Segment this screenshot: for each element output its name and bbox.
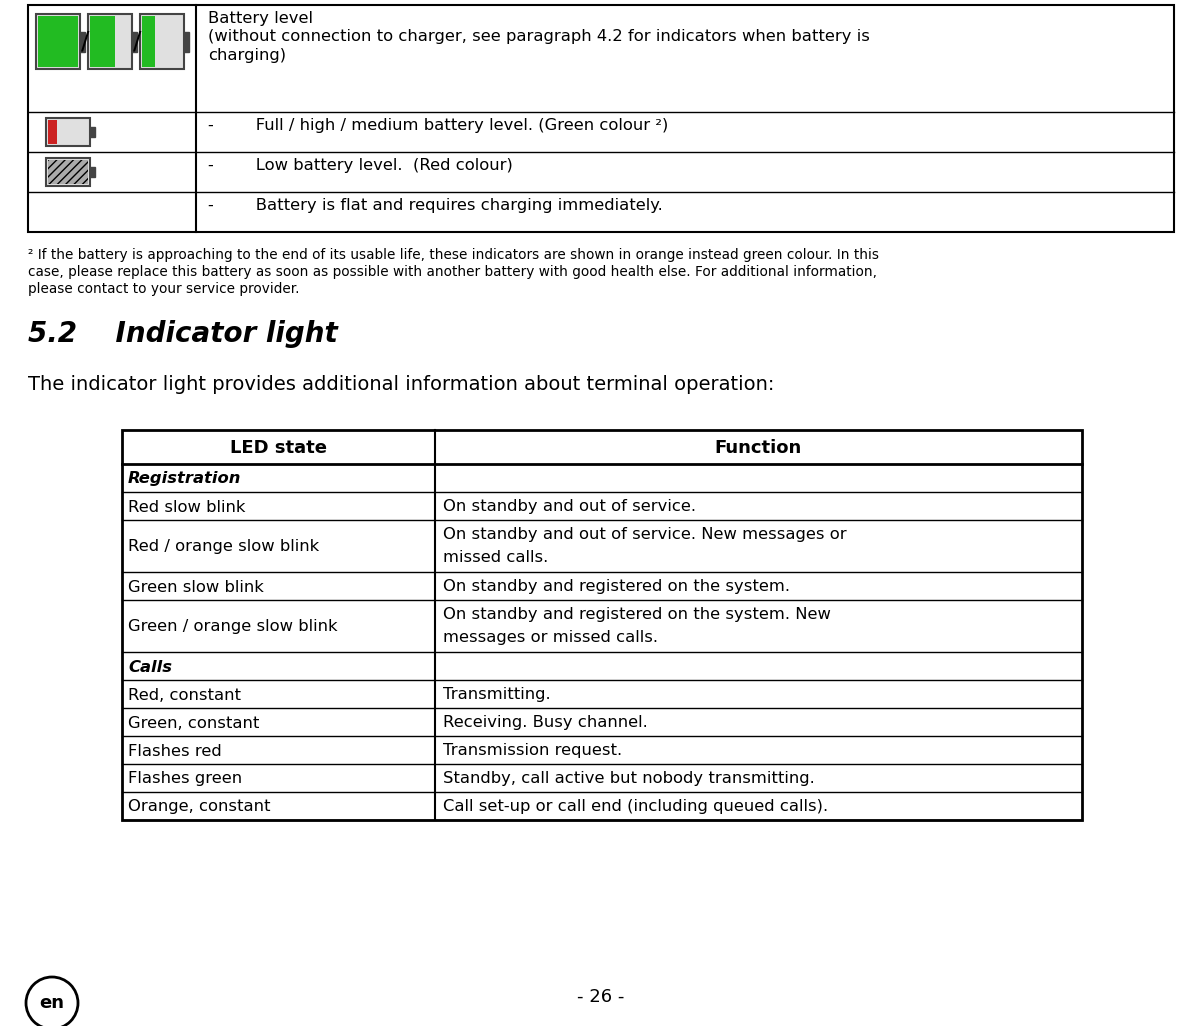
Text: Flashes green: Flashes green — [127, 772, 242, 787]
Text: case, please replace this battery as soon as possible with another battery with : case, please replace this battery as soo… — [28, 265, 877, 279]
Text: On standby and registered on the system.: On standby and registered on the system. — [444, 580, 790, 594]
Text: Function: Function — [715, 439, 802, 457]
Text: The indicator light provides additional information about terminal operation:: The indicator light provides additional … — [28, 374, 774, 394]
Bar — [90, 16, 115, 67]
Bar — [184, 32, 189, 51]
Text: messages or missed calls.: messages or missed calls. — [444, 630, 657, 644]
Text: /: / — [132, 30, 141, 53]
Bar — [88, 14, 132, 69]
Text: Transmission request.: Transmission request. — [444, 744, 623, 758]
Text: Green, constant: Green, constant — [127, 715, 260, 731]
Text: Battery level: Battery level — [208, 11, 313, 26]
Text: Red, constant: Red, constant — [127, 687, 240, 703]
Text: Receiving. Busy channel.: Receiving. Busy channel. — [444, 715, 648, 731]
Bar — [90, 167, 95, 177]
Text: -        Low battery level.  (Red colour): - Low battery level. (Red colour) — [208, 158, 513, 173]
Bar — [142, 16, 155, 67]
Text: Orange, constant: Orange, constant — [127, 799, 270, 815]
Text: - 26 -: - 26 - — [577, 988, 625, 1007]
Text: (without connection to charger, see paragraph 4.2 for indicators when battery is: (without connection to charger, see para… — [208, 29, 870, 44]
Text: /: / — [81, 30, 89, 53]
Text: -        Full / high / medium battery level. (Green colour ²): - Full / high / medium battery level. (G… — [208, 118, 668, 133]
Text: Green / orange slow blink: Green / orange slow blink — [127, 620, 338, 634]
Text: Green slow blink: Green slow blink — [127, 580, 264, 594]
Bar — [46, 118, 90, 146]
Bar — [48, 120, 56, 144]
Text: please contact to your service provider.: please contact to your service provider. — [28, 282, 299, 295]
Bar — [36, 14, 81, 69]
Text: Flashes red: Flashes red — [127, 744, 221, 758]
Bar — [81, 32, 85, 51]
Text: 5.2    Indicator light: 5.2 Indicator light — [28, 320, 338, 348]
Text: Red / orange slow blink: Red / orange slow blink — [127, 540, 320, 554]
Text: On standby and out of service.: On standby and out of service. — [444, 500, 696, 514]
Text: missed calls.: missed calls. — [444, 550, 548, 564]
Text: Calls: Calls — [127, 660, 172, 674]
Bar — [90, 127, 95, 137]
Text: charging): charging) — [208, 48, 286, 63]
Bar — [48, 160, 88, 184]
Text: ² If the battery is approaching to the end of its usable life, these indicators : ² If the battery is approaching to the e… — [28, 248, 879, 262]
Bar — [121, 430, 1082, 820]
Text: LED state: LED state — [230, 439, 327, 457]
Text: Red slow blink: Red slow blink — [127, 500, 245, 514]
Text: Transmitting.: Transmitting. — [444, 687, 551, 703]
Text: en: en — [40, 994, 65, 1012]
Bar — [139, 14, 184, 69]
Text: On standby and out of service. New messages or: On standby and out of service. New messa… — [444, 527, 846, 542]
Bar — [46, 158, 90, 186]
Text: Registration: Registration — [127, 472, 242, 486]
Text: -        Battery is flat and requires charging immediately.: - Battery is flat and requires charging … — [208, 198, 662, 213]
Bar — [38, 16, 78, 67]
Bar — [28, 5, 1174, 232]
Text: Standby, call active but nobody transmitting.: Standby, call active but nobody transmit… — [444, 772, 815, 787]
Text: On standby and registered on the system. New: On standby and registered on the system.… — [444, 607, 831, 622]
Text: Call set-up or call end (including queued calls).: Call set-up or call end (including queue… — [444, 799, 828, 815]
Bar — [132, 32, 137, 51]
